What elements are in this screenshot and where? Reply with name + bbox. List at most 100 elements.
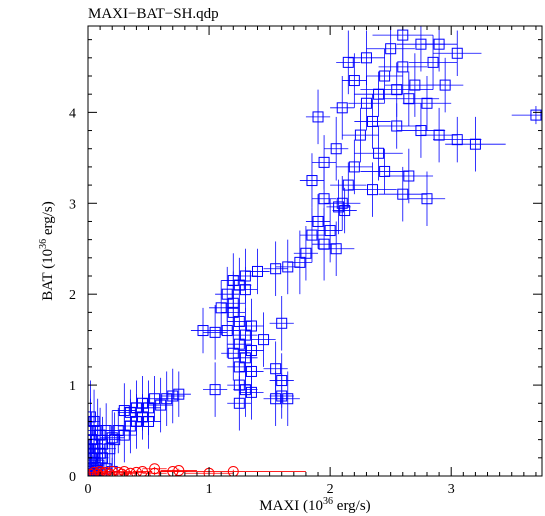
square-marker [342,56,354,68]
data-point [354,126,403,181]
square-marker [379,70,391,82]
data-point [166,371,191,417]
data-point [326,179,351,235]
square-marker [469,138,481,150]
square-marker [276,390,288,402]
x-axis-label-main: MAXI (10 [259,498,323,514]
square-marker [385,43,397,55]
data-point [366,26,415,72]
data-point [318,198,343,263]
square-marker [88,443,94,455]
square-marker [439,79,451,91]
data-point [263,371,288,426]
data-point [408,35,458,90]
data-point [108,412,121,467]
square-marker [312,111,324,123]
data-point [293,226,319,281]
square-marker [342,179,354,191]
x-tick-label: 1 [206,482,213,497]
square-marker [348,161,360,173]
square-marker [330,243,342,255]
square-marker [391,120,403,132]
square-marker [360,52,372,64]
square-marker [270,263,282,275]
data-point [330,76,355,140]
data-point [348,76,385,131]
x-axis-label: MAXI (1036 erg/s) [259,496,370,514]
square-marker [421,193,433,205]
x-axis-label-exponent: 36 [323,496,333,507]
data-point [408,171,446,226]
data-point [511,106,542,125]
y-tick-label: 2 [69,288,76,303]
data-point [269,296,294,351]
circle-marker [97,467,109,476]
data-point [160,465,197,476]
square-marker [251,265,263,277]
data-point [148,377,173,433]
data-point [92,398,104,463]
square-marker [306,229,318,241]
square-marker [221,325,233,337]
square-marker [318,193,330,205]
data-point [324,116,349,181]
square-marker [367,184,379,196]
circle-marker [149,467,161,476]
square-marker [415,125,427,137]
square-marker [421,97,433,109]
square-marker [227,306,239,318]
square-marker [106,432,118,444]
circle-marker [124,467,136,476]
circle-marker [104,468,116,476]
data-point [88,421,94,476]
square-marker [324,225,336,237]
square-marker [373,88,385,100]
square-marker [367,115,379,127]
square-marker [270,393,282,405]
square-marker [300,247,312,259]
data-point [275,239,300,295]
data-point [227,376,252,431]
square-marker [167,390,179,402]
square-marker [215,302,227,314]
square-marker [333,201,345,213]
y-tick-label: 1 [69,379,76,394]
square-marker [354,129,366,141]
y-axis-label-unit: erg/s) [40,201,56,239]
square-marker [92,425,104,437]
data-point [142,467,167,476]
data-point [263,241,288,296]
square-marker [294,256,306,268]
square-marker [373,147,385,159]
data-point [342,53,367,108]
data-point [378,166,427,222]
square-marker [403,170,415,182]
red-circle-series [88,463,306,476]
square-marker [451,47,463,59]
x-tick-label: 3 [448,482,455,497]
square-marker [391,84,403,96]
plot-frame [87,25,543,477]
blue-square-series [88,26,542,476]
square-marker [433,38,445,50]
data-point [97,467,109,476]
data-point [384,148,434,204]
data-point [324,176,361,231]
square-marker [339,205,351,217]
square-marker [149,393,161,405]
square-marker [360,97,372,109]
circle-marker [88,466,100,476]
data-point [203,362,228,417]
data-point [269,373,294,419]
square-marker [379,165,391,177]
square-marker [433,129,445,141]
square-marker [173,388,185,400]
y-tick-label: 4 [69,106,76,121]
data-point [420,107,458,163]
square-marker [403,93,415,105]
square-marker [451,134,463,146]
data-point [233,362,258,417]
circle-marker [100,466,112,476]
square-marker [336,102,348,114]
